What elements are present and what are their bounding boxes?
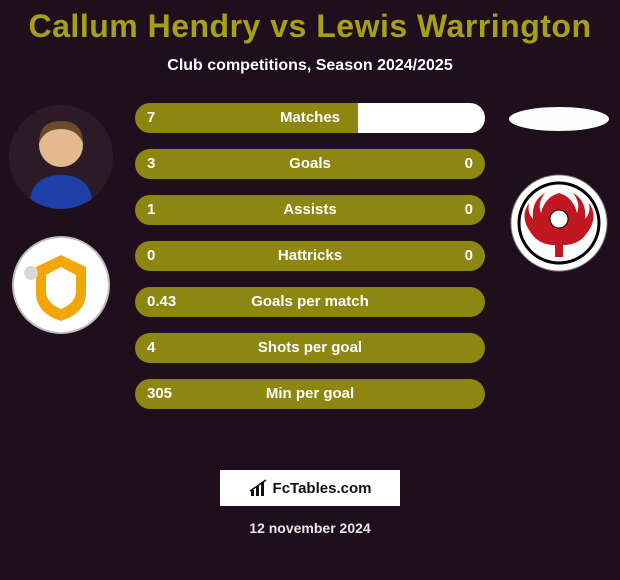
stat-bar: 74Matches: [135, 103, 485, 133]
page-title: Callum Hendry vs Lewis Warrington: [0, 0, 620, 45]
mk-dons-crest-icon: [11, 235, 111, 335]
player-silhouette-icon: [9, 105, 113, 209]
bar-label: Assists: [135, 195, 485, 225]
stat-bar: 00Hattricks: [135, 241, 485, 271]
brand-box: FcTables.com: [220, 470, 400, 506]
bar-label: Hattricks: [135, 241, 485, 271]
date-text: 12 november 2024: [249, 520, 370, 536]
page-root: Callum Hendry vs Lewis Warrington Club c…: [0, 0, 620, 580]
stat-bar: 30Goals: [135, 149, 485, 179]
subtitle: Club competitions, Season 2024/2025: [0, 57, 620, 75]
stat-bars: 74Matches 30Goals 10Assists 00Hattricks 0.43…: [135, 103, 485, 409]
stat-bar: 4Shots per goal: [135, 333, 485, 363]
footer: FcTables.com 12 november 2024: [0, 470, 620, 536]
stat-bar: 10Assists: [135, 195, 485, 225]
left-player-photo: [9, 105, 113, 209]
left-club-crest: [11, 235, 111, 335]
right-player-oval: [509, 107, 609, 131]
stat-bar: 0.43Goals per match: [135, 287, 485, 317]
right-club-crest: [509, 173, 609, 273]
stat-bar: 305Min per goal: [135, 379, 485, 409]
bar-label: Min per goal: [135, 379, 485, 409]
right-column: [504, 103, 614, 273]
bar-label: Goals per match: [135, 287, 485, 317]
bar-label: Matches: [135, 103, 485, 133]
stats-area: 74Matches 30Goals 10Assists 00Hattricks 0.43…: [0, 103, 620, 409]
bar-label: Shots per goal: [135, 333, 485, 363]
fctables-logo-icon: [249, 478, 269, 498]
brand-text: FcTables.com: [273, 480, 372, 497]
leyton-orient-crest-icon: [509, 173, 609, 273]
bar-label: Goals: [135, 149, 485, 179]
left-column: [6, 103, 116, 335]
